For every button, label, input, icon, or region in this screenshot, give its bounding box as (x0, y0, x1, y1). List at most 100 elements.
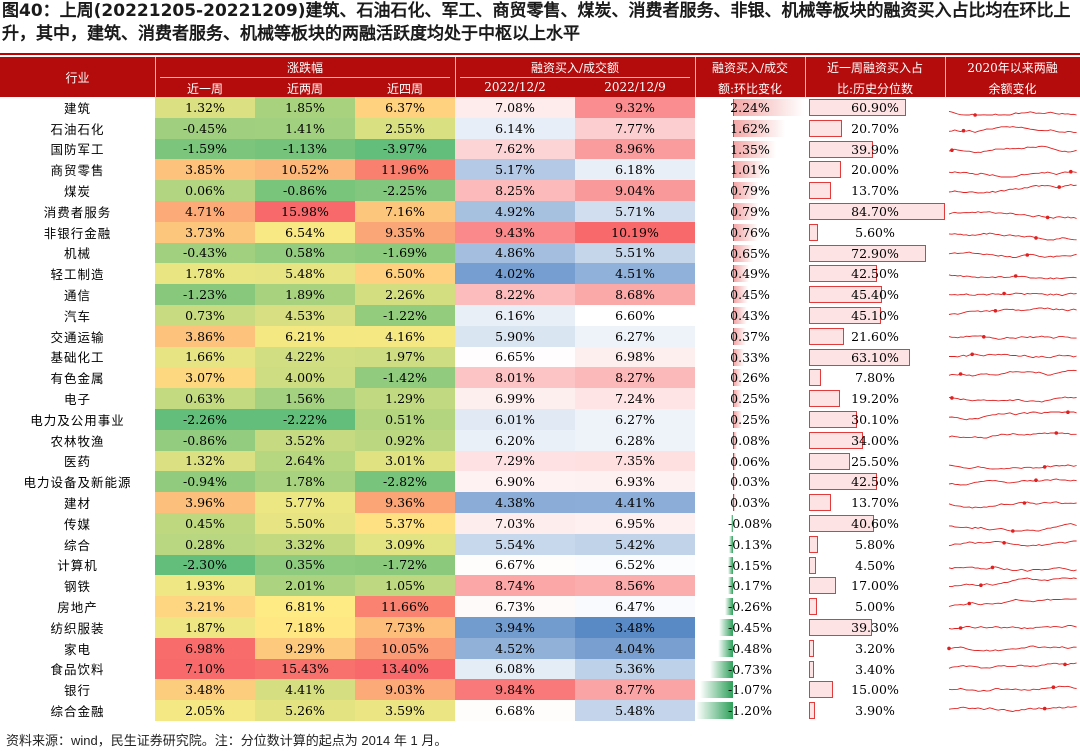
wow-change-bar (730, 514, 733, 532)
w4-cell: 3.59% (355, 700, 455, 721)
wow-change-cell: -0.15% (695, 555, 805, 576)
wow-change-value: -0.17% (728, 578, 772, 594)
percentile-value: 5.00% (855, 599, 895, 615)
wow-change-bar (733, 286, 749, 304)
percentile-cell: 7.80% (805, 367, 945, 388)
table-row: 电力设备及新能源 -0.94% 1.78% -2.82% 6.90% 6.93% 0.03%… (0, 471, 1080, 493)
table-row: 农林牧渔 -0.86% 3.52% 0.92% 6.20% 6.28% 0.08% 34.00… (0, 429, 1080, 451)
industry-cell: 交通运输 (50, 329, 105, 345)
percentile-value: 13.70% (851, 495, 899, 511)
header-pct-line1: 近一周融资买入占 (826, 61, 923, 75)
sparkline-path (948, 145, 1077, 153)
percentile-value: 20.00% (851, 162, 899, 178)
percentile-cell: 5.60% (805, 222, 945, 243)
ratio-d2-cell: 9.32% (575, 97, 695, 118)
industry-cell: 医药 (63, 454, 91, 470)
w4-cell: 1.29% (355, 388, 455, 409)
wow-change-value: 0.79% (730, 203, 770, 219)
wow-change-value: 0.33% (730, 349, 770, 365)
w2-cell: 1.85% (255, 97, 355, 118)
w4-cell: 9.36% (355, 492, 455, 513)
sparkline (948, 352, 1077, 358)
sparkline (948, 334, 1077, 340)
sparkline-cell (945, 575, 1080, 596)
w4-cell: 7.73% (355, 616, 455, 638)
ratio-d2-cell: 7.24% (575, 388, 695, 409)
w1-cell: 0.06% (155, 180, 255, 201)
sparkline-cell (945, 617, 1080, 638)
percentile-cell: 21.60% (805, 326, 945, 347)
w1-cell: 3.86% (155, 325, 255, 347)
ratio-d2-cell: 5.42% (575, 533, 695, 555)
sparkline (947, 645, 1077, 652)
percentile-cell: 45.40% (805, 284, 945, 305)
w4-cell: 10.05% (355, 637, 455, 659)
table-row: 家电 6.98% 9.29% 10.05% 4.52% 4.04% -0.48% 3.20% (0, 637, 1080, 659)
w1-cell: 0.45% (155, 512, 255, 534)
wow-change-cell: 0.33% (695, 347, 805, 368)
percentile-value: 72.90% (851, 245, 899, 261)
w4-cell: 6.50% (355, 263, 455, 285)
ratio-d1-cell: 8.25% (455, 180, 575, 201)
wow-change-value: 0.49% (730, 266, 770, 282)
w2-cell: -2.22% (255, 408, 355, 430)
sparkline (948, 624, 1077, 630)
w4-cell: 5.37% (355, 512, 455, 534)
ratio-d2-cell: 5.51% (575, 242, 695, 264)
sparkline-marker (979, 583, 983, 588)
industry-cell: 银行 (63, 683, 91, 699)
sparkline-path (948, 292, 1077, 297)
wow-change-value: 0.79% (730, 183, 770, 199)
sparkline (948, 125, 1077, 133)
industry-cell: 房地产 (57, 600, 98, 616)
industry-cell: 煤炭 (63, 184, 91, 200)
ratio-d2-cell: 8.68% (575, 284, 695, 305)
wow-change-value: -0.73% (728, 661, 772, 677)
w1-cell: -1.59% (155, 138, 255, 160)
header-ratio: 融资买入/成交额 (530, 61, 620, 75)
table-row: 房地产 3.21% 6.81% 11.66% 6.73% 6.47% -0.26% 5.00% (0, 596, 1080, 617)
table-row: 有色金属 3.07% 4.00% -1.42% 8.01% 8.27% 0.26% 7.80% (0, 367, 1080, 389)
percentile-bar (809, 99, 907, 116)
percentile-cell: 84.70% (805, 201, 945, 222)
sparkline (948, 598, 1077, 608)
w2-cell: 4.53% (255, 304, 355, 326)
w1-cell: 6.98% (155, 637, 255, 659)
sparkline-marker (1066, 410, 1070, 414)
sparkline-cell (945, 159, 1080, 180)
wow-change-cell: -1.07% (695, 679, 805, 700)
wow-change-cell: 0.25% (695, 409, 805, 430)
sparkline (948, 307, 1077, 315)
table-row: 消费者服务 4.71% 15.98% 7.16% 4.92% 5.71% 0.79% 84.7… (0, 200, 1080, 222)
percentile-bar (809, 473, 877, 491)
percentile-bar (809, 327, 844, 345)
sparkline-path (948, 307, 1077, 315)
wow-change-value: -0.13% (728, 536, 772, 552)
percentile-cell: 42.50% (805, 471, 945, 492)
ratio-d2-cell: 4.41% (575, 492, 695, 513)
wow-change-bar (733, 452, 736, 470)
w2-cell: 6.81% (255, 596, 355, 617)
header-date2: 2022/12/9 (604, 80, 666, 94)
wow-change-value: -0.26% (728, 599, 772, 615)
header-industry: 行业 (65, 71, 90, 85)
w2-cell: 4.41% (255, 679, 355, 701)
header-wow-line2: 额:环比变化 (717, 82, 783, 96)
w4-cell: 9.03% (355, 679, 455, 701)
industry-cell: 基础化工 (50, 350, 105, 366)
percentile-value: 5.80% (855, 536, 895, 552)
source-note: 资料来源：wind，民生证券研究院。注：分位数计算的起点为 2014 年 1 月… (6, 733, 448, 748)
wow-change-value: -1.07% (728, 682, 772, 698)
ratio-d2-cell: 6.52% (575, 554, 695, 576)
sparkline-path (948, 624, 1077, 630)
sparkline (948, 430, 1077, 439)
percentile-bar (809, 182, 831, 200)
wow-change-cell: -0.45% (695, 617, 805, 638)
sparkline-marker (1042, 464, 1047, 469)
w2-cell: 4.00% (255, 367, 355, 389)
percentile-value: 34.00% (851, 432, 899, 448)
sparkline-path (948, 110, 1077, 116)
w1-cell: 1.93% (155, 575, 255, 597)
industry-cell: 食品饮料 (50, 662, 105, 678)
percentile-value: 3.40% (855, 661, 895, 677)
